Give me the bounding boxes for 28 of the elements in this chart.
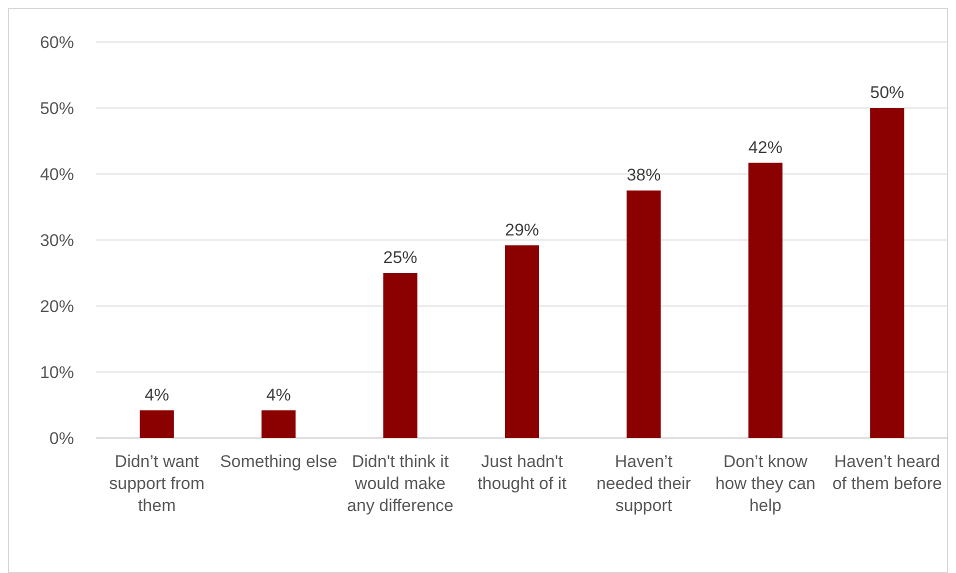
x-tick-label: Didn’t want support from them bbox=[109, 452, 205, 515]
data-label: 4% bbox=[266, 385, 291, 404]
data-label: 25% bbox=[383, 248, 418, 267]
y-tick-label: 10% bbox=[40, 362, 74, 382]
data-label: 38% bbox=[626, 166, 661, 184]
x-tick-label: Something else bbox=[220, 452, 338, 471]
bar bbox=[626, 190, 661, 438]
x-tick-label: Don’t know how they can help bbox=[715, 452, 816, 515]
y-tick-label: 20% bbox=[40, 296, 74, 316]
bar bbox=[748, 162, 782, 438]
y-tick-label: 50% bbox=[40, 98, 74, 118]
data-label: 42% bbox=[748, 138, 782, 157]
data-label: 29% bbox=[504, 220, 540, 240]
data-label: 4% bbox=[144, 385, 170, 404]
x-tick-label: Didn't think it would make any difference bbox=[347, 452, 454, 515]
x-tick-label: Just hadn't thought of it bbox=[478, 452, 567, 493]
data-label: 50% bbox=[870, 83, 904, 102]
bar bbox=[383, 273, 418, 438]
bar bbox=[262, 410, 296, 438]
x-tick-label: Haven’t heard of them before bbox=[832, 452, 942, 493]
bar bbox=[870, 108, 904, 438]
bar bbox=[504, 245, 540, 438]
x-tick-label: Haven’t needed their support bbox=[596, 452, 692, 515]
y-tick-label: 0% bbox=[49, 428, 74, 448]
y-tick-label: 60% bbox=[40, 32, 74, 52]
y-tick-label: 30% bbox=[40, 230, 74, 250]
y-tick-label: 40% bbox=[40, 164, 74, 184]
bar bbox=[140, 410, 174, 438]
